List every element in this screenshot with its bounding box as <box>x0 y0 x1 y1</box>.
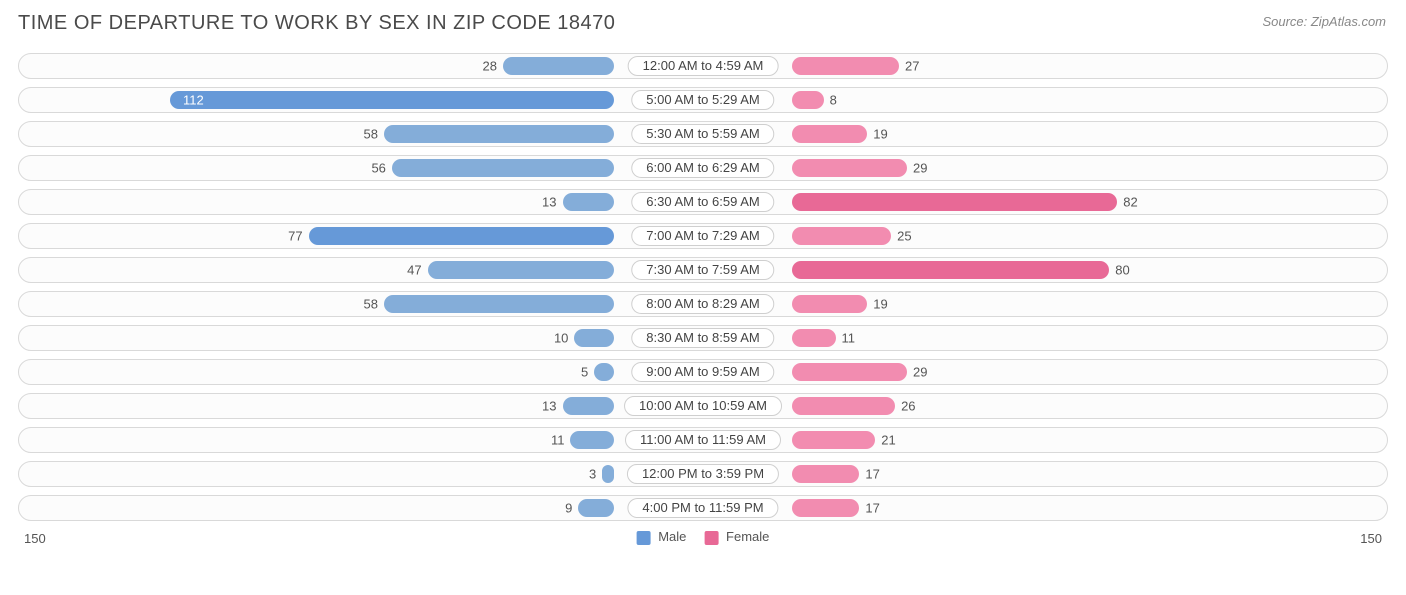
axis-max-left: 150 <box>24 531 46 546</box>
female-bar <box>792 465 859 483</box>
female-value: 19 <box>873 127 887 142</box>
time-range-label: 6:00 AM to 6:29 AM <box>631 158 774 178</box>
female-value: 27 <box>905 59 919 74</box>
chart-row: 77 25 7:00 AM to 7:29 AM <box>18 223 1388 249</box>
chart-row: 13 26 10:00 AM to 10:59 AM <box>18 393 1388 419</box>
female-value: 11 <box>842 331 856 346</box>
male-value: 11 <box>551 433 565 448</box>
chart-row: 13 82 6:30 AM to 6:59 AM <box>18 189 1388 215</box>
time-range-label: 7:30 AM to 7:59 AM <box>631 260 774 280</box>
female-value: 25 <box>897 229 911 244</box>
time-range-label: 8:00 AM to 8:29 AM <box>631 294 774 314</box>
time-range-label: 4:00 PM to 11:59 PM <box>627 498 778 518</box>
female-bar <box>792 125 867 143</box>
legend-female-swatch <box>704 531 718 545</box>
male-bar <box>384 295 614 313</box>
male-bar <box>384 125 614 143</box>
male-value: 58 <box>364 297 378 312</box>
chart-row: 28 27 12:00 AM to 4:59 AM <box>18 53 1388 79</box>
time-range-label: 8:30 AM to 8:59 AM <box>631 328 774 348</box>
female-bar <box>792 431 875 449</box>
chart-row: 47 80 7:30 AM to 7:59 AM <box>18 257 1388 283</box>
chart-row: 58 19 8:00 AM to 8:29 AM <box>18 291 1388 317</box>
female-value: 29 <box>913 161 927 176</box>
male-value: 77 <box>288 229 302 244</box>
legend-male-swatch <box>637 531 651 545</box>
chart-row: 3 17 12:00 PM to 3:59 PM <box>18 461 1388 487</box>
male-bar <box>563 397 615 415</box>
legend-female: Female <box>704 529 769 545</box>
chart-row: 5 29 9:00 AM to 9:59 AM <box>18 359 1388 385</box>
chart-row: 9 17 4:00 PM to 11:59 PM <box>18 495 1388 521</box>
female-value: 19 <box>873 297 887 312</box>
female-value: 17 <box>865 501 879 516</box>
female-value: 21 <box>881 433 895 448</box>
female-bar <box>792 193 1117 211</box>
male-value: 10 <box>554 331 568 346</box>
male-bar <box>563 193 615 211</box>
male-bar <box>570 431 614 449</box>
male-value: 13 <box>542 399 556 414</box>
female-value: 26 <box>901 399 915 414</box>
male-bar <box>392 159 614 177</box>
chart-row: 11 21 11:00 AM to 11:59 AM <box>18 427 1388 453</box>
chart-title: TIME OF DEPARTURE TO WORK BY SEX IN ZIP … <box>18 12 1388 35</box>
time-range-label: 6:30 AM to 6:59 AM <box>631 192 774 212</box>
female-value: 82 <box>1123 195 1137 210</box>
time-range-label: 12:00 PM to 3:59 PM <box>627 464 779 484</box>
female-bar <box>792 329 836 347</box>
male-value: 5 <box>581 365 588 380</box>
legend-female-label: Female <box>726 529 769 544</box>
time-range-label: 12:00 AM to 4:59 AM <box>628 56 779 76</box>
source-attribution: Source: ZipAtlas.com <box>1262 14 1386 29</box>
male-value: 13 <box>542 195 556 210</box>
female-bar <box>792 91 824 109</box>
male-bar <box>309 227 614 245</box>
chart-area: 28 27 12:00 AM to 4:59 AM 112 8 5:00 AM to 5:… <box>18 53 1388 521</box>
female-bar <box>792 397 895 415</box>
male-bar <box>594 363 614 381</box>
female-bar <box>792 261 1109 279</box>
legend-male: Male <box>637 529 687 545</box>
time-range-label: 5:30 AM to 5:59 AM <box>631 124 774 144</box>
chart-row: 56 29 6:00 AM to 6:29 AM <box>18 155 1388 181</box>
time-range-label: 9:00 AM to 9:59 AM <box>631 362 774 382</box>
female-value: 29 <box>913 365 927 380</box>
female-bar <box>792 295 867 313</box>
chart-footer: 150 Male Female 150 <box>18 529 1388 553</box>
chart-row: 58 19 5:30 AM to 5:59 AM <box>18 121 1388 147</box>
female-value: 8 <box>830 93 837 108</box>
female-bar <box>792 499 859 517</box>
male-bar <box>503 57 614 75</box>
male-bar <box>170 91 614 109</box>
legend: Male Female <box>637 529 770 545</box>
female-value: 17 <box>865 467 879 482</box>
male-value: 112 <box>183 93 204 108</box>
time-range-label: 11:00 AM to 11:59 AM <box>625 430 781 450</box>
male-value: 58 <box>364 127 378 142</box>
female-value: 80 <box>1115 263 1129 278</box>
male-value: 9 <box>565 501 572 516</box>
male-value: 28 <box>483 59 497 74</box>
male-bar <box>428 261 614 279</box>
chart-row: 112 8 5:00 AM to 5:29 AM <box>18 87 1388 113</box>
time-range-label: 10:00 AM to 10:59 AM <box>624 396 782 416</box>
time-range-label: 5:00 AM to 5:29 AM <box>631 90 774 110</box>
male-value: 56 <box>371 161 385 176</box>
male-bar <box>578 499 614 517</box>
male-value: 47 <box>407 263 421 278</box>
time-range-label: 7:00 AM to 7:29 AM <box>631 226 774 246</box>
female-bar <box>792 57 899 75</box>
legend-male-label: Male <box>658 529 686 544</box>
male-bar <box>602 465 614 483</box>
axis-max-right: 150 <box>1360 531 1382 546</box>
female-bar <box>792 363 907 381</box>
male-value: 3 <box>589 467 596 482</box>
male-bar <box>574 329 614 347</box>
female-bar <box>792 159 907 177</box>
chart-row: 10 11 8:30 AM to 8:59 AM <box>18 325 1388 351</box>
female-bar <box>792 227 891 245</box>
